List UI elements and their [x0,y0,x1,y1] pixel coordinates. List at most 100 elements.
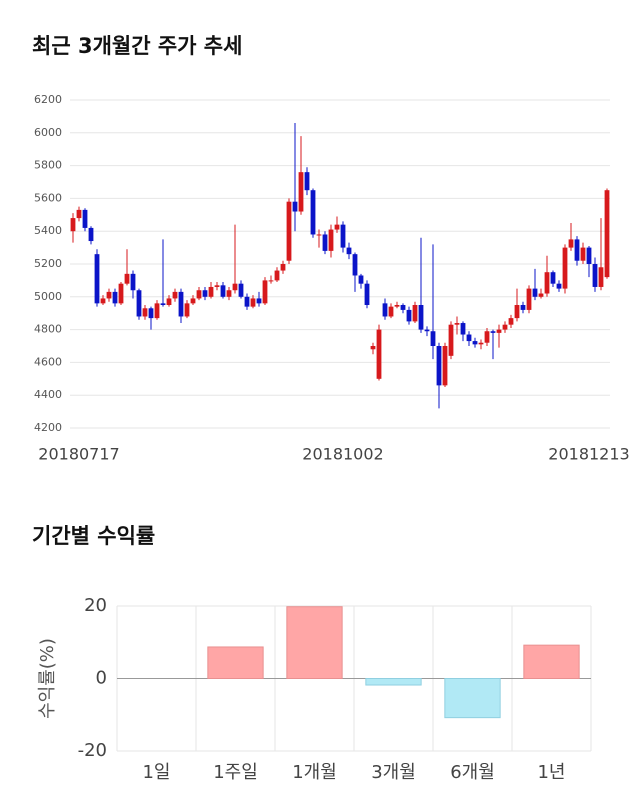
candle-body [196,290,202,299]
y-tick-label: 4800 [34,323,62,336]
candle-body [244,296,250,307]
candle-body [604,190,610,278]
candle-body [472,341,478,345]
candle-body [328,229,334,251]
candle-body [490,331,496,333]
candle-body [418,305,424,330]
candle-body [202,290,208,297]
candle-body [106,291,112,299]
candle-body [190,298,196,304]
candle-body [268,280,274,282]
chart-title: 기간별 수익률 [32,524,155,548]
candle-body [304,172,310,191]
candle-body [376,329,382,379]
x-tick-label: 1년 [537,762,565,783]
y-tick-label: 4200 [34,421,62,434]
candle-body [400,305,406,310]
candle-body [496,329,502,333]
candle-body [70,218,76,232]
candle-body [520,305,526,310]
candle-body [460,323,466,335]
candle-body [508,318,514,325]
candle-body [310,190,316,235]
candle-body [130,273,136,291]
candle-body [280,264,286,271]
y-tick-label: 0 [96,668,107,689]
candle-body [424,329,430,332]
candle-body [124,273,130,284]
candle-body [136,290,142,317]
candle-body [526,288,532,310]
candle-body [256,298,262,304]
y-tick-label: 20 [84,595,107,616]
candle-body [358,275,364,284]
y-tick-label: 4600 [34,355,62,368]
y-tick-label: 5600 [34,191,62,204]
candle-body [154,303,160,319]
candle-body [454,323,460,325]
candle-body [232,283,238,291]
bar [207,646,264,680]
candle-body [208,286,214,297]
candle-body [226,290,232,297]
candle-body [514,305,520,319]
y-axis-label: 수익률(%) [37,638,58,719]
candle-body [100,298,106,304]
candle-body [82,209,88,228]
y-tick-label: 5200 [34,257,62,270]
candle-body [532,288,538,297]
candle-body [88,227,94,242]
candle-body [448,324,454,356]
x-tick-label: 6개월 [450,762,495,783]
x-tick-label: 1일 [142,762,170,783]
y-tick-label: 5400 [34,224,62,237]
candle-body [580,247,586,261]
bar [365,678,422,686]
x-tick-label: 20180717 [38,445,119,464]
bar [523,644,580,680]
y-tick-label: 5000 [34,290,62,303]
candle-body [214,285,220,287]
candle-body [406,309,412,322]
y-tick-label: 4400 [34,388,62,401]
candle-body [184,303,190,317]
candle-body [178,291,184,317]
candle-body [118,283,124,304]
candle-body [298,172,304,212]
candle-body [220,285,226,297]
candle-body [286,201,292,261]
candle-body [148,308,154,319]
candle-body [544,272,550,294]
candle-body [388,306,394,317]
candle-body [340,224,346,248]
candle-body [442,346,448,386]
candle-body [550,272,556,284]
candle-body [466,334,472,342]
candle-body [556,283,562,289]
candle-body [352,254,358,276]
candle-body [160,303,166,305]
candle-body [262,280,268,304]
candle-body [274,270,280,281]
candle-body [112,291,118,304]
candle-body [292,201,298,212]
candle-body [94,254,100,304]
candle-body [346,247,352,255]
chart-title: 최근 3개월간 주가 추세 [32,34,242,58]
y-tick-label: -20 [78,740,107,761]
x-tick-label: 20181213 [548,445,629,464]
candle-body [382,303,388,317]
candle-body [412,305,418,322]
candle-body [364,283,370,305]
candle-body [538,293,544,297]
candle-body [334,224,340,230]
candle-body [394,305,400,307]
y-tick-label: 5800 [34,159,62,172]
x-tick-label: 3개월 [371,762,416,783]
x-tick-label: 1주일 [213,762,258,783]
candle-body [316,234,322,236]
candle-body [598,267,604,287]
candle-body [238,283,244,297]
candle-body [370,346,376,350]
